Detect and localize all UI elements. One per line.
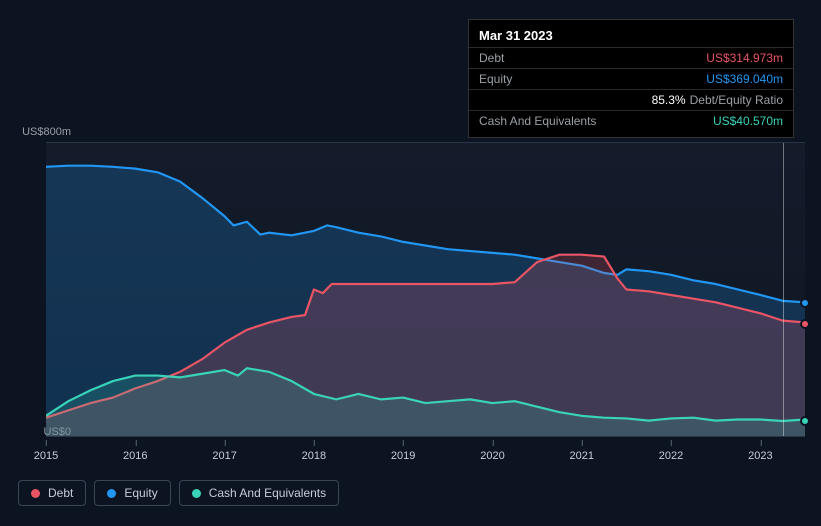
legend-dot-icon bbox=[31, 489, 40, 498]
chart-legend: Debt Equity Cash And Equivalents bbox=[18, 480, 339, 506]
x-axis-tick: 2020 bbox=[480, 450, 504, 462]
x-axis: 201520162017201820192020202120222023 bbox=[46, 442, 805, 462]
chart-plot[interactable] bbox=[46, 142, 805, 437]
x-axis-tick: 2015 bbox=[34, 450, 58, 462]
series-end-dot-cash bbox=[800, 416, 810, 426]
tooltip-ratio-label: Debt/Equity Ratio bbox=[690, 93, 783, 107]
legend-label: Debt bbox=[48, 486, 73, 500]
chart-area[interactable]: US$800m US$0 201520162017201820192020202… bbox=[16, 120, 805, 480]
legend-item[interactable]: Debt bbox=[18, 480, 86, 506]
y-axis-label-top: US$800m bbox=[11, 126, 71, 138]
series-end-dot-debt bbox=[800, 319, 810, 329]
legend-label: Cash And Equivalents bbox=[209, 486, 326, 500]
tooltip-row-label: Debt bbox=[479, 51, 504, 65]
legend-dot-icon bbox=[192, 489, 201, 498]
tooltip-row: 85.3% Debt/Equity Ratio bbox=[469, 89, 793, 110]
x-axis-tick: 2017 bbox=[212, 450, 236, 462]
series-end-dot-equity bbox=[800, 298, 810, 308]
tooltip-row-value: US$314.973m bbox=[706, 51, 783, 65]
legend-label: Equity bbox=[124, 486, 157, 500]
x-axis-tick: 2016 bbox=[123, 450, 147, 462]
tooltip-row-value: US$369.040m bbox=[706, 72, 783, 86]
legend-dot-icon bbox=[107, 489, 116, 498]
tooltip-row: Debt US$314.973m bbox=[469, 47, 793, 68]
x-axis-tick: 2021 bbox=[570, 450, 594, 462]
tooltip-row-value: US$40.570m bbox=[713, 114, 783, 128]
tooltip-row: Equity US$369.040m bbox=[469, 68, 793, 89]
x-axis-tick: 2019 bbox=[391, 450, 415, 462]
tooltip-date: Mar 31 2023 bbox=[469, 26, 793, 47]
x-axis-tick: 2022 bbox=[659, 450, 683, 462]
x-axis-tick: 2018 bbox=[302, 450, 326, 462]
chart-tooltip: Mar 31 2023 Debt US$314.973m Equity US$369.… bbox=[468, 19, 794, 138]
tooltip-row: Cash And Equivalents US$40.570m bbox=[469, 110, 793, 131]
legend-item[interactable]: Equity bbox=[94, 480, 170, 506]
legend-item[interactable]: Cash And Equivalents bbox=[179, 480, 339, 506]
tooltip-row-label: Equity bbox=[479, 72, 512, 86]
tooltip-ratio-value: 85.3% bbox=[652, 93, 686, 107]
tooltip-row-label: Cash And Equivalents bbox=[479, 114, 596, 128]
x-axis-tick: 2023 bbox=[748, 450, 772, 462]
tooltip-ratio: 85.3% Debt/Equity Ratio bbox=[652, 93, 783, 107]
chart-cursor-line bbox=[783, 143, 784, 436]
